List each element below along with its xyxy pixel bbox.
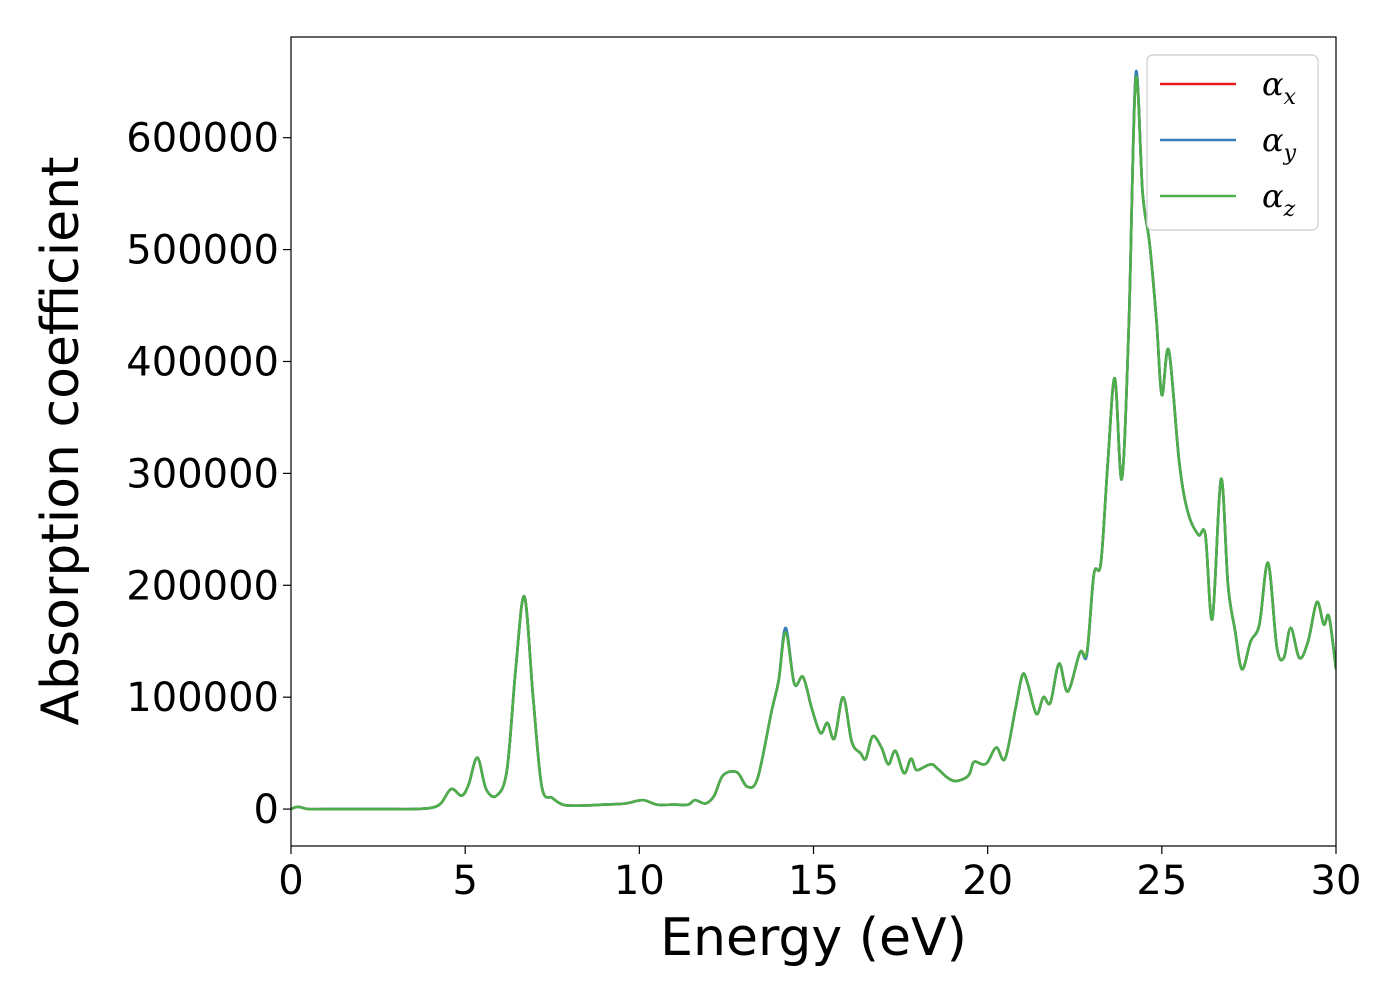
x-tick-label: 20	[962, 858, 1013, 904]
x-tick-label: 10	[614, 858, 665, 904]
series-line-z	[291, 75, 1336, 811]
y-tick-label: 500000	[126, 228, 279, 274]
y-tick-label: 200000	[126, 563, 279, 609]
legend-box	[1146, 54, 1319, 231]
x-tick-label: 0	[278, 858, 303, 904]
plot-frame	[290, 36, 1337, 847]
y-tick-label: 100000	[126, 675, 279, 721]
y-tick-label: 400000	[126, 339, 279, 385]
y-tick-label: 300000	[126, 451, 279, 497]
y-tick-label: 600000	[126, 116, 279, 162]
y-axis-title: Absorption coefficient	[31, 156, 91, 725]
x-axis-title: Energy (eV)	[660, 908, 967, 968]
x-tick-label: 30	[1311, 858, 1362, 904]
x-tick-label: 15	[788, 858, 839, 904]
x-tick-label: 5	[452, 858, 477, 904]
y-tick-label: 0	[254, 787, 279, 833]
x-tick-label: 25	[1136, 858, 1187, 904]
